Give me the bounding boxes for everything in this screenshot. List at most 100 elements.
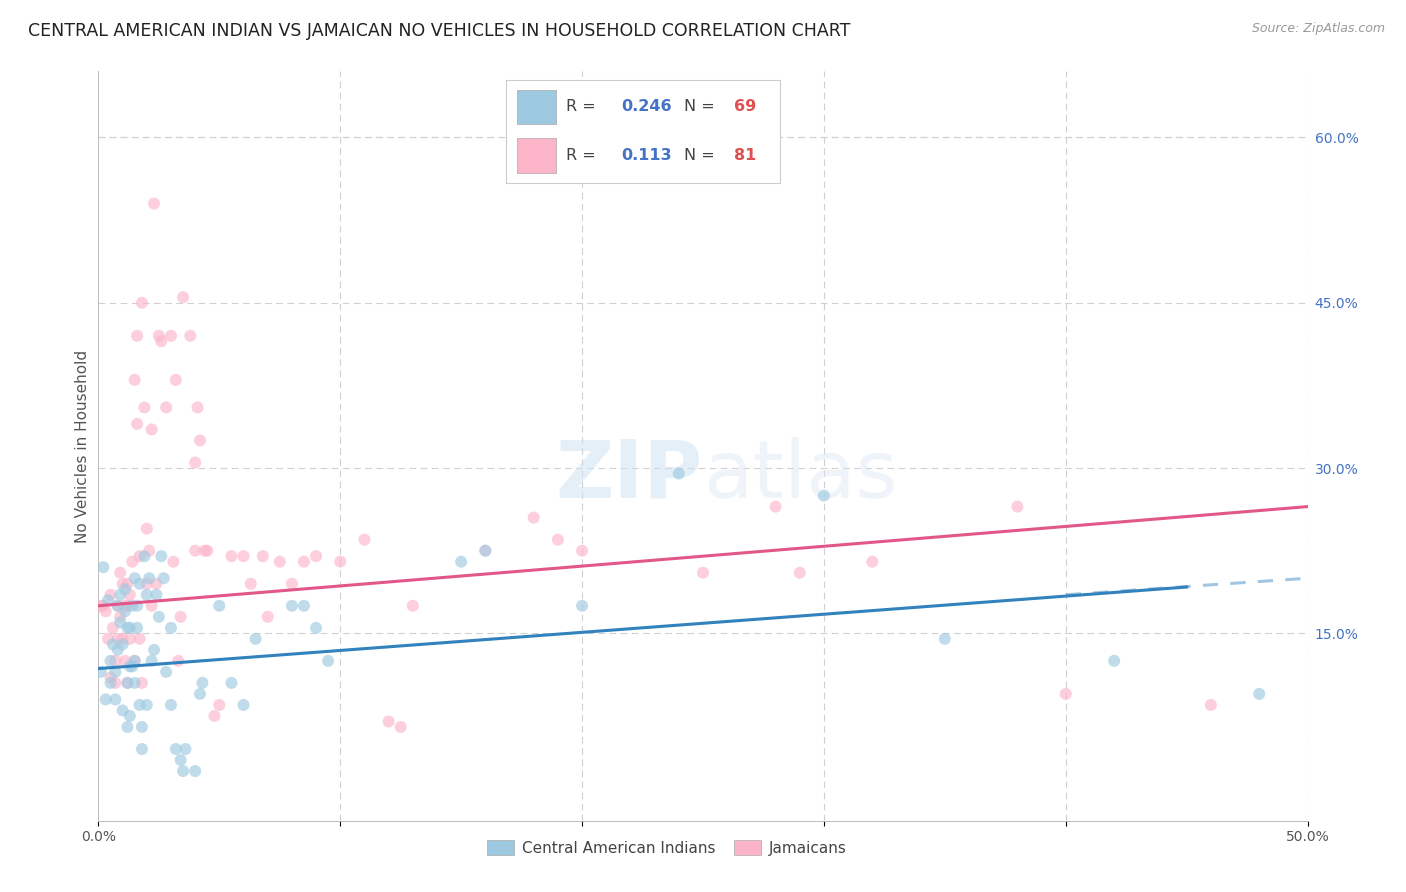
Point	[239, 576, 262, 591]
Point	[100, 654, 122, 668]
Point	[172, 290, 194, 304]
Point	[194, 543, 217, 558]
Point	[165, 742, 187, 756]
Point	[107, 599, 129, 613]
Point	[160, 698, 183, 712]
Point	[145, 576, 167, 591]
Point	[117, 676, 139, 690]
Point	[245, 632, 267, 646]
Point	[765, 500, 787, 514]
Point	[104, 654, 127, 668]
Point	[221, 676, 243, 690]
Point	[305, 549, 328, 564]
Point	[118, 588, 141, 602]
Point	[117, 676, 139, 690]
Point	[474, 543, 496, 558]
Point	[135, 588, 157, 602]
Point	[316, 654, 339, 668]
Point	[108, 615, 131, 630]
Point	[128, 632, 150, 646]
Point	[155, 665, 177, 679]
Point	[292, 599, 315, 613]
Point	[91, 599, 114, 613]
Point	[188, 687, 211, 701]
Point	[571, 599, 593, 613]
Point	[141, 599, 163, 613]
Point	[118, 621, 141, 635]
Point	[160, 328, 183, 343]
Point	[101, 621, 124, 635]
Point	[860, 555, 883, 569]
Point	[547, 533, 569, 547]
Point	[114, 654, 136, 668]
Point	[134, 549, 156, 564]
Point	[208, 698, 231, 712]
Point	[138, 543, 160, 558]
Text: CENTRAL AMERICAN INDIAN VS JAMAICAN NO VEHICLES IN HOUSEHOLD CORRELATION CHART: CENTRAL AMERICAN INDIAN VS JAMAICAN NO V…	[28, 22, 851, 40]
Point	[450, 555, 472, 569]
Point	[292, 555, 315, 569]
Point	[114, 604, 136, 618]
Point	[90, 599, 112, 613]
Point	[97, 632, 120, 646]
Point	[138, 571, 160, 585]
Point	[124, 373, 146, 387]
Point	[1054, 687, 1077, 701]
Point	[148, 328, 170, 343]
Point	[668, 467, 690, 481]
Point	[127, 599, 149, 613]
Point	[118, 659, 141, 673]
Point	[90, 665, 112, 679]
Point	[232, 698, 254, 712]
Point	[134, 401, 156, 415]
Point	[108, 566, 131, 580]
Point	[111, 632, 134, 646]
Point	[188, 434, 211, 448]
Point	[121, 599, 143, 613]
FancyBboxPatch shape	[517, 89, 555, 124]
Point	[141, 654, 163, 668]
Point	[127, 417, 149, 431]
Text: 0.246: 0.246	[621, 99, 672, 114]
Point	[128, 576, 150, 591]
Point	[131, 720, 153, 734]
Point	[135, 522, 157, 536]
Point	[162, 555, 184, 569]
Point	[232, 549, 254, 564]
Text: R =: R =	[567, 148, 606, 162]
Point	[135, 576, 157, 591]
Point	[127, 621, 149, 635]
Point	[692, 566, 714, 580]
Point	[148, 609, 170, 624]
Text: 69: 69	[734, 99, 756, 114]
Point	[389, 720, 412, 734]
Point	[813, 489, 835, 503]
Point	[184, 543, 207, 558]
Point	[165, 373, 187, 387]
Point	[474, 543, 496, 558]
Point	[281, 599, 304, 613]
Point	[169, 753, 191, 767]
Point	[131, 295, 153, 310]
Point	[571, 543, 593, 558]
Point	[167, 654, 190, 668]
Point	[353, 533, 375, 547]
Point	[152, 571, 174, 585]
Point	[117, 599, 139, 613]
Point	[118, 632, 141, 646]
Point	[124, 654, 146, 668]
Point	[204, 709, 226, 723]
Point	[91, 560, 114, 574]
Point	[108, 609, 131, 624]
Point	[121, 659, 143, 673]
Point	[107, 643, 129, 657]
Legend: Central American Indians, Jamaicans: Central American Indians, Jamaicans	[481, 833, 853, 862]
Point	[117, 621, 139, 635]
Point	[111, 703, 134, 717]
Point	[523, 510, 546, 524]
Point	[150, 334, 173, 349]
Point	[160, 621, 183, 635]
Point	[169, 609, 191, 624]
Text: N =: N =	[685, 148, 720, 162]
Point	[100, 588, 122, 602]
